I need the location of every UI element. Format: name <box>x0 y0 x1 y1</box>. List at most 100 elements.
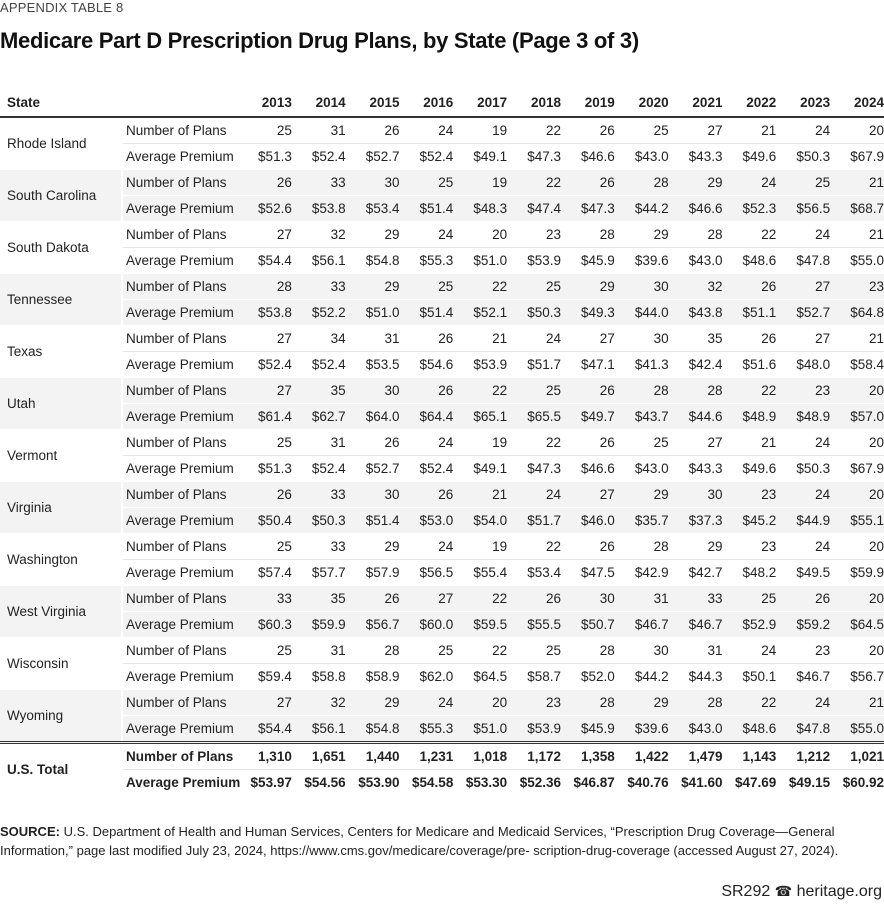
cell-plans: 24 <box>399 117 454 144</box>
row-label-premium: Average Premium <box>122 611 239 638</box>
cell-premium: $64.8 <box>830 299 884 326</box>
cell-plans: 28 <box>614 533 669 560</box>
cell-premium: $56.7 <box>830 663 884 690</box>
cell-premium: $51.0 <box>345 299 400 326</box>
cell-plans: 19 <box>453 169 508 196</box>
cell-premium: $49.3 <box>560 299 615 326</box>
cell-plans: 27 <box>399 585 454 612</box>
cell-plans: 29 <box>668 533 723 560</box>
cell-plans: 29 <box>614 481 669 508</box>
cell-premium: $53.9 <box>507 715 561 743</box>
cell-premium: $57.4 <box>238 559 292 586</box>
cell-plans: 22 <box>507 429 561 456</box>
cell-premium: $39.6 <box>614 247 669 274</box>
data-table: State 2013 2014 2015 2016 2017 2018 2019 2020 20… <box>0 89 884 796</box>
cell-plans: 25 <box>238 637 292 664</box>
cell-plans: 27 <box>668 429 723 456</box>
cell-premium: $42.7 <box>668 559 723 586</box>
table-row: Wyoming Number of Plans 27 32 29 24 20 23 28 29 28… <box>0 689 884 743</box>
cell-plans: 20 <box>830 637 884 664</box>
row-label-premium: Average Premium <box>122 403 239 430</box>
cell-plans: 31 <box>291 429 346 456</box>
cell-plans: 28 <box>560 637 615 664</box>
cell-plans: 31 <box>614 585 669 612</box>
cell-premium: $58.4 <box>830 351 884 378</box>
cell-premium: $44.9 <box>776 507 831 534</box>
cell-plans: 22 <box>507 117 561 144</box>
table-row: Average Premium $52.4 $52.4 $53.5 $54.6 $53.9… <box>0 351 884 378</box>
row-label-plans: Number of Plans <box>122 585 239 612</box>
report-id: SR292 <box>721 883 771 900</box>
cell-plans: 26 <box>399 325 454 352</box>
cell-plans: 32 <box>668 273 723 300</box>
cell-plans: 21 <box>722 429 777 456</box>
table-row: U.S. Total Number of Plans 1,310 1,651 1,440… <box>0 741 884 796</box>
row-label-premium: Average Premium <box>122 769 240 796</box>
cell-plans: 1,172 <box>507 741 561 770</box>
cell-plans: 29 <box>614 221 669 248</box>
cell-plans: 33 <box>291 533 346 560</box>
cell-plans: 22 <box>722 377 777 404</box>
cell-premium: $47.69 <box>722 769 777 796</box>
cell-premium: $65.1 <box>453 403 508 430</box>
cell-plans: 35 <box>291 585 346 612</box>
table-row: Utah Number of Plans 27 35 30 26 22 25 26 28 28 22 2… <box>0 377 884 430</box>
row-label-premium: Average Premium <box>122 351 239 378</box>
cell-plans: 1,651 <box>291 741 346 770</box>
state-name: South Dakota <box>0 221 123 274</box>
cell-plans: 20 <box>830 429 884 456</box>
cell-premium: $51.7 <box>507 507 561 534</box>
cell-plans: 28 <box>345 637 400 664</box>
cell-plans: 26 <box>560 533 615 560</box>
cell-premium: $59.2 <box>776 611 831 638</box>
cell-premium: $50.3 <box>776 143 831 170</box>
cell-plans: 19 <box>453 117 508 144</box>
row-label-plans: Number of Plans <box>122 169 239 196</box>
cell-plans: 22 <box>453 637 508 664</box>
cell-plans: 22 <box>722 221 777 248</box>
cell-premium: $55.0 <box>830 715 884 743</box>
row-label-plans: Number of Plans <box>122 273 239 300</box>
cell-plans: 29 <box>345 273 400 300</box>
cell-premium: $52.4 <box>399 455 454 482</box>
cell-premium: $68.7 <box>830 195 884 222</box>
cell-plans: 26 <box>345 117 400 144</box>
cell-plans: 26 <box>399 377 454 404</box>
cell-premium: $41.60 <box>668 769 723 796</box>
cell-plans: 24 <box>399 221 454 248</box>
cell-premium: $47.3 <box>507 455 561 482</box>
row-label-premium: Average Premium <box>122 715 239 743</box>
state-name: Rhode Island <box>0 117 123 170</box>
cell-premium: $48.9 <box>722 403 777 430</box>
cell-plans: 28 <box>614 169 669 196</box>
cell-premium: $59.9 <box>830 559 884 586</box>
cell-plans: 30 <box>345 169 400 196</box>
cell-premium: $54.56 <box>291 769 346 796</box>
cell-plans: 21 <box>830 221 884 248</box>
cell-premium: $53.30 <box>453 769 508 796</box>
cell-premium: $53.97 <box>238 769 292 796</box>
cell-plans: 26 <box>238 169 292 196</box>
cell-premium: $47.3 <box>560 195 615 222</box>
cell-plans: 29 <box>614 689 669 716</box>
cell-premium: $51.6 <box>722 351 777 378</box>
cell-plans: 20 <box>830 533 884 560</box>
cell-plans: 25 <box>399 169 454 196</box>
cell-premium: $67.9 <box>830 143 884 170</box>
cell-plans: 28 <box>668 221 723 248</box>
cell-premium: $50.1 <box>722 663 777 690</box>
site-link[interactable]: heritage.org <box>796 883 882 900</box>
cell-plans: 30 <box>614 325 669 352</box>
cell-premium: $46.7 <box>614 611 669 638</box>
cell-premium: $52.9 <box>722 611 777 638</box>
cell-premium: $52.1 <box>453 299 508 326</box>
header-year: 2016 <box>399 89 454 118</box>
cell-plans: 20 <box>453 221 508 248</box>
row-label-plans: Number of Plans <box>122 377 239 404</box>
cell-premium: $47.5 <box>560 559 615 586</box>
cell-premium: $51.4 <box>345 507 400 534</box>
cell-premium: $51.3 <box>238 455 292 482</box>
cell-plans: 27 <box>668 117 723 144</box>
cell-plans: 25 <box>238 429 292 456</box>
cell-plans: 26 <box>560 117 615 144</box>
